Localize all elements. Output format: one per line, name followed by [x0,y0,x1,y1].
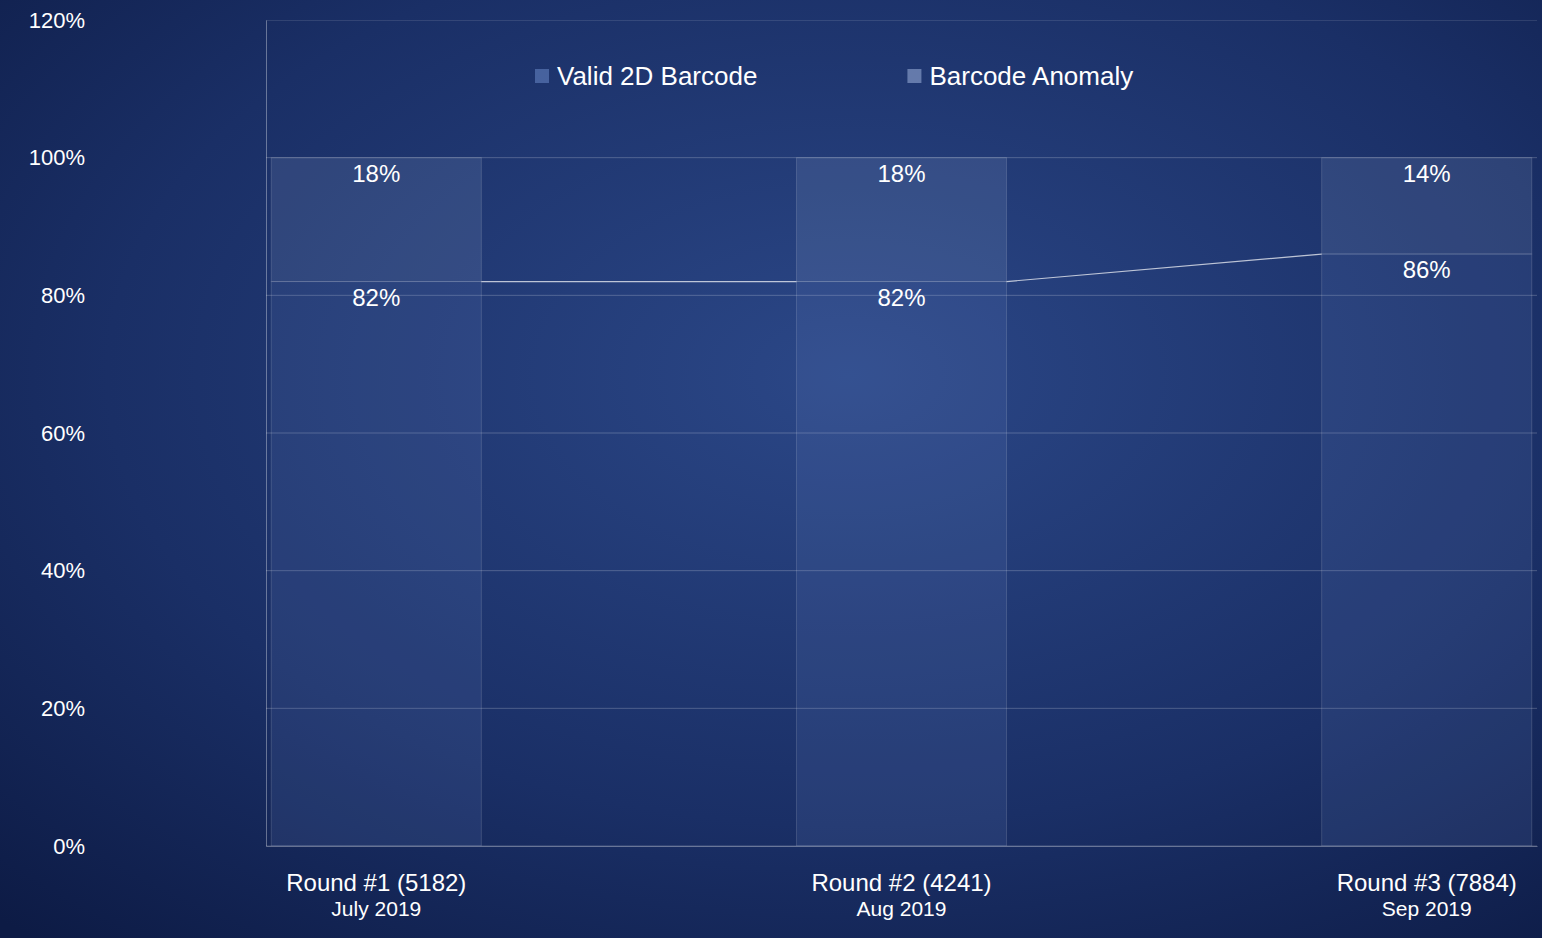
x-tick: Round #2 (4241)Aug 2019 [811,846,991,920]
grid-line [266,20,1537,21]
y-tick: 120% [29,8,266,33]
x-tick: Round #1 (5182)July 2019 [286,846,466,920]
background [0,0,1542,938]
series-line [481,281,796,282]
legend-item: Barcode Anomaly [907,61,1133,91]
data-label: 18% [352,160,400,187]
bar [1322,158,1532,254]
bar [271,158,481,282]
series-line [1007,254,1322,282]
y-axis: 0% 20% 40% 60% 80% 100% 120% [29,8,267,859]
legend-swatch [535,69,549,83]
data-label: 86% [1403,256,1451,283]
x-axis: Round #1 (5182)July 2019 Round #2 (4241)A… [267,846,1538,920]
legend-item: Valid 2D Barcode [535,61,757,91]
plot-area [266,20,1537,846]
y-tick: 20% [41,696,266,721]
y-tick: 100% [29,145,266,170]
x-axis-line [267,846,1538,847]
y-tick: 0% [53,834,266,859]
legend-label: Valid 2D Barcode [557,61,757,91]
bar [271,282,481,846]
data-labels: 82% 82% 86% 18% 18% 14% [352,160,1450,311]
y-tick: 40% [41,558,266,583]
data-label: 14% [1403,160,1451,187]
y-tick-label: 20% [41,696,85,721]
x-tick-label: Round #2 (4241)Aug 2019 [811,869,991,920]
y-tick-label: 100% [29,145,85,170]
x-tick-label: Round #1 (5182)July 2019 [286,869,466,920]
y-tick: 80% [41,283,266,308]
y-tick-label: 120% [29,8,85,33]
bar [1322,254,1532,846]
y-tick-label: 60% [41,421,85,446]
data-label: 18% [877,160,925,187]
data-label: 82% [877,284,925,311]
chart: 0% 20% 40% 60% 80% 100% 120% Round #1 (5182)Jul… [0,0,1542,938]
x-tick-label: Round #3 (7884)Sep 2019 [1337,869,1517,920]
legend: Valid 2D Barcode Barcode Anomaly [535,61,1133,91]
y-tick-label: 80% [41,283,85,308]
y-tick: 60% [41,421,266,446]
data-label: 82% [352,284,400,311]
bar [796,158,1006,282]
legend-label: Barcode Anomaly [929,61,1133,91]
y-tick-label: 0% [53,834,85,859]
y-tick-label: 40% [41,558,85,583]
legend-swatch [907,69,921,83]
x-tick: Round #3 (7884)Sep 2019 [1337,846,1517,920]
bar [796,282,1006,846]
